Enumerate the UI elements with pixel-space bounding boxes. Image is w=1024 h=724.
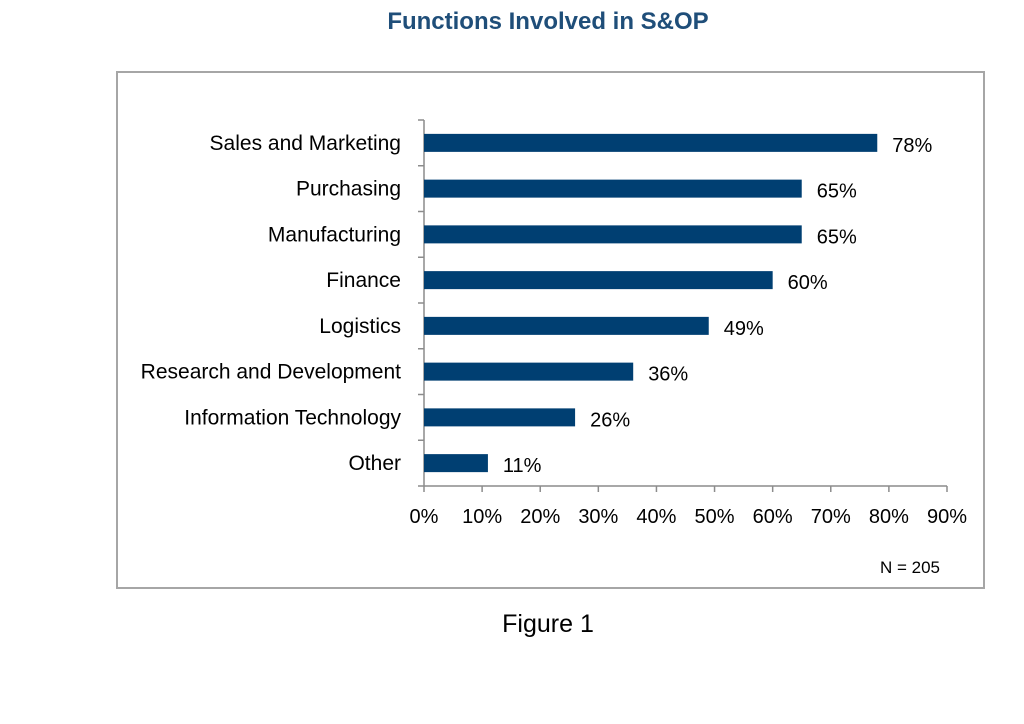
bar <box>424 316 709 335</box>
bar <box>424 271 773 290</box>
data-label: 65% <box>817 226 857 248</box>
x-tick-label: 30% <box>578 506 618 528</box>
sample-size-note: N = 205 <box>880 558 941 577</box>
bar <box>424 133 878 152</box>
bar <box>424 454 488 473</box>
figure-caption: Figure 1 <box>502 610 594 638</box>
x-tick-label: 60% <box>753 506 793 528</box>
axes <box>418 119 948 492</box>
x-tick-label: 90% <box>927 506 967 528</box>
x-tick-label: 80% <box>869 506 909 528</box>
labels: 0% 10% 20% 30% 40% 50% 60% 70% 80% 90% Sales and M… <box>141 132 968 528</box>
x-tick-label: 20% <box>520 506 560 528</box>
category-label: Information Technology <box>184 406 401 429</box>
x-tick-label: 50% <box>695 506 735 528</box>
category-label: Finance <box>326 269 401 292</box>
x-tick-label: 40% <box>636 506 676 528</box>
category-label: Research and Development <box>141 361 401 384</box>
data-label: 11% <box>503 455 542 477</box>
x-tick-label: 10% <box>462 506 502 528</box>
category-label: Purchasing <box>296 178 401 201</box>
category-label: Other <box>348 452 401 475</box>
category-label: Logistics <box>319 315 401 338</box>
chart-title: Functions Involved in S&OP <box>387 8 709 35</box>
bar <box>424 179 802 198</box>
bar <box>424 408 576 427</box>
data-label: 49% <box>724 318 764 340</box>
category-label: Sales and Marketing <box>210 132 401 155</box>
bar <box>424 225 802 244</box>
chart-frame <box>116 71 985 589</box>
category-label: Manufacturing <box>268 223 401 246</box>
data-label: 65% <box>817 181 857 203</box>
x-tick-label: 70% <box>811 506 851 528</box>
bar <box>424 362 634 381</box>
data-label: 26% <box>590 409 630 431</box>
data-label: 78% <box>892 135 932 157</box>
bars <box>424 133 878 473</box>
data-label: 36% <box>648 364 688 386</box>
data-label: 60% <box>788 272 828 294</box>
x-tick-label: 0% <box>410 506 439 528</box>
